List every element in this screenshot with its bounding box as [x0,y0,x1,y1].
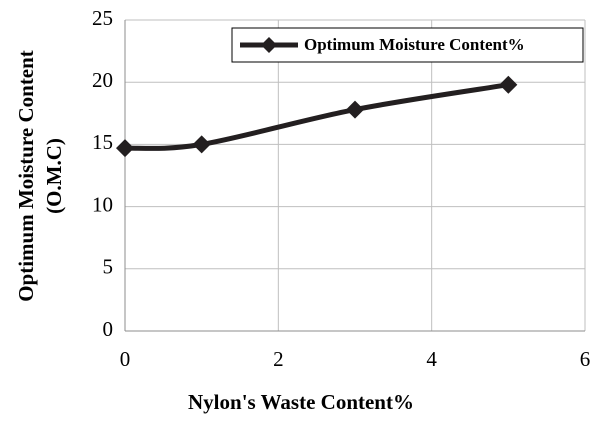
x-tick-label: 6 [580,347,591,371]
x-tick-label: 4 [426,347,437,371]
y-axis-label: Optimum Moisture Content [14,50,38,302]
y-tick-label: 5 [103,255,114,279]
legend-label: Optimum Moisture Content% [304,35,525,54]
y-tick-label: 20 [92,68,113,92]
marker [116,139,134,158]
y-tick-label: 10 [92,192,113,216]
line [124,82,509,151]
marker [346,100,364,119]
x-tick-label: 0 [120,347,131,371]
x-axis-label: Nylon's Waste Content% [188,390,414,414]
x-tick-label: 2 [273,347,284,371]
marker [192,135,211,154]
legend-marker [261,37,277,53]
y-tick-label: 15 [92,130,113,154]
marker [499,75,518,94]
y-axis-label: (O.M.C) [42,138,66,214]
y-tick-label: 0 [103,317,114,341]
y-tick-label: 25 [92,6,113,30]
